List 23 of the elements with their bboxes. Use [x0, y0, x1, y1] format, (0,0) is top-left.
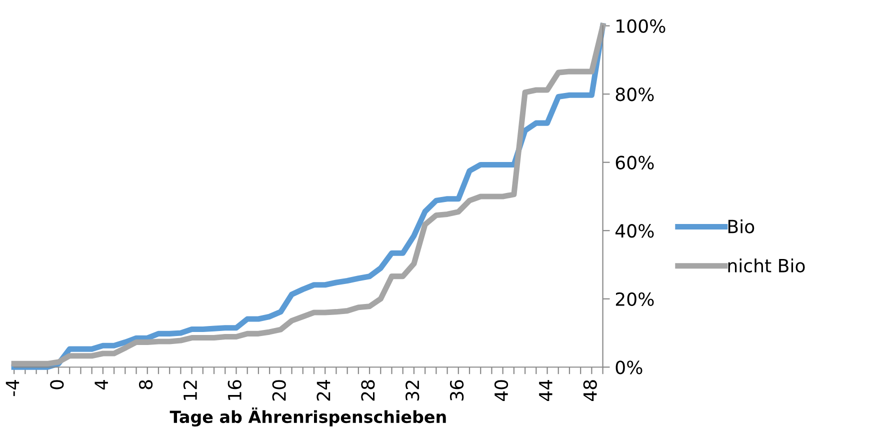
x-tick-label: -4: [6, 380, 20, 396]
x-tick-label: 0: [50, 380, 64, 390]
legend-label: Bio: [728, 219, 754, 234]
y-tick-label: 80%: [616, 88, 654, 102]
y-tick-label: 100%: [616, 19, 666, 33]
y-tick-label: 20%: [616, 292, 654, 306]
x-tick-label: 4: [94, 380, 108, 390]
x-tick-label: 24: [316, 380, 330, 401]
x-tick-label: 32: [406, 380, 420, 401]
x-tick-label: 16: [228, 380, 242, 400]
x-tick-label: 8: [138, 380, 153, 390]
x-tick-label: 40: [494, 380, 508, 402]
legend-label: nicht Bio: [728, 258, 805, 272]
x-axis-title: Tage ab Ährenrispenschieben: [170, 407, 446, 426]
y-tick-label: 40%: [615, 224, 654, 238]
x-tick-label: 48: [583, 380, 597, 402]
x-tick-label: 36: [450, 380, 464, 401]
x-tick-label: 12: [183, 380, 197, 400]
y-tick-label: 60%: [616, 156, 654, 170]
x-tick-label: 28: [361, 380, 375, 401]
y-tick-label: 0%: [616, 360, 642, 374]
x-tick-label: 20: [272, 380, 286, 401]
x-tick-label: 44: [539, 380, 552, 402]
